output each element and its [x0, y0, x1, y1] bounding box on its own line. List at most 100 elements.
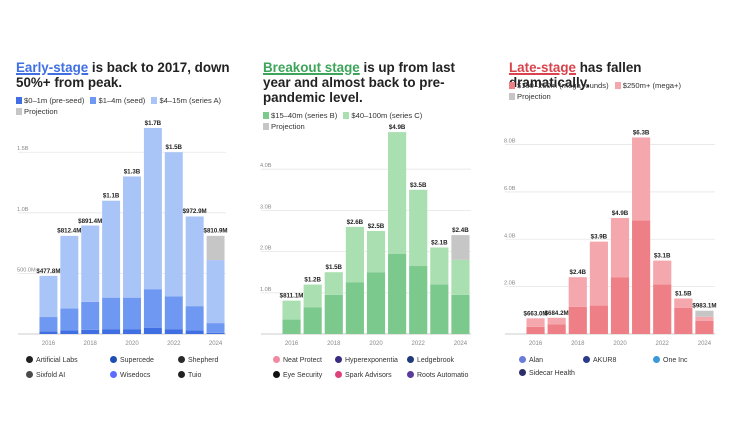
data-label: $1.5B [326, 264, 343, 271]
data-label: $1.7B [145, 120, 162, 127]
data-label: $684.2M [545, 310, 569, 317]
data-label: $1.3B [124, 168, 141, 175]
data-label: $891.4M [78, 218, 102, 225]
bar-segment [39, 275, 58, 318]
bar-segment [39, 331, 58, 334]
sixfold-icon [26, 371, 33, 378]
bar-segment [695, 310, 714, 317]
sidecar-icon [519, 369, 526, 376]
y-tick-label: 6.0B [504, 186, 516, 192]
x-tick-label: 2020 [125, 341, 139, 347]
x-tick-label: 2022 [167, 341, 181, 347]
bar-segment [143, 289, 162, 328]
data-label: $3.5B [410, 182, 427, 189]
data-label: $1.5B [675, 290, 692, 297]
x-tick-label: 2024 [454, 341, 468, 347]
bar-segment [430, 247, 449, 285]
company-neat-protect: Neat Protect [273, 356, 322, 364]
early-stage-panel: Early-stage is back to 2017, down 50%+ f… [16, 0, 238, 444]
bar-segment [102, 329, 121, 334]
bar-segment [123, 176, 141, 298]
bar-segment [451, 235, 470, 260]
y-tick-label: 8.0B [504, 139, 516, 145]
legend-swatch [16, 107, 22, 115]
title-highlight: Late-stage [509, 60, 576, 75]
x-tick-label: 2024 [209, 341, 223, 347]
bar-segment [102, 200, 121, 298]
early-stage-chart: 500.0M 1.0B 1.5B $477.8M $812.4M $891.4M $1.1B… [17, 120, 228, 347]
bar-segment [282, 319, 301, 334]
legend-swatch [343, 112, 350, 119]
shepherd-icon [178, 356, 185, 363]
data-label: $812.4M [57, 228, 81, 235]
bar-segment [102, 297, 121, 330]
x-tick-label: 2024 [698, 341, 712, 347]
bar-segment [164, 329, 183, 334]
x-tick-label: 2022 [656, 341, 670, 347]
bar-segment [123, 297, 141, 330]
legend-item: $4–15m (series A) [151, 96, 221, 107]
x-tick-label: 2022 [412, 341, 426, 347]
bar-segment [303, 284, 322, 308]
legend-swatch [151, 97, 158, 104]
company-eye-security: Eye Security [273, 371, 322, 379]
data-label: $1.2B [304, 277, 321, 284]
legend-item: $100–250m (mega rounds) [509, 81, 609, 92]
bar-segment [568, 306, 587, 334]
bar-segment [695, 316, 714, 321]
bar-segment [568, 277, 587, 307]
tuio-icon [178, 371, 185, 378]
bar-segment [81, 225, 100, 302]
bar-segment [610, 277, 630, 334]
bar-segment [430, 284, 449, 334]
breakout-stage-legend: $15–40m (series B) $40–100m (series C) P… [263, 111, 473, 132]
legend-item: Projection [16, 107, 58, 118]
company-wisedocs: Wisedocs [110, 371, 150, 379]
bar-segment [324, 294, 343, 334]
eye-icon [273, 371, 280, 378]
neat-icon [273, 356, 280, 363]
bar-segment [366, 272, 386, 334]
bar-segment [388, 253, 407, 334]
company-alan: Alan [519, 356, 543, 364]
company-hyperexponentia: Hyperexponentia [335, 356, 398, 364]
legend-item: Projection [509, 92, 551, 103]
bar-segment [526, 318, 545, 327]
late-stage-chart: 2.0B 4.0B 6.0B 8.0B $663.0M$684.2M $2.4B $3.9B… [504, 129, 716, 347]
company-akur8: AKUR8 [583, 356, 616, 364]
early-stage-title: Early-stage is back to 2017, down 50%+ f… [16, 60, 236, 90]
early-stage-legend: $0–1m (pre-seed) $1–4m (seed) $4–15m (se… [16, 96, 226, 117]
bar-segment [185, 306, 204, 331]
legend-item: $1–4m (seed) [90, 96, 145, 107]
bar-segment [143, 327, 162, 334]
data-label: $2.4B [452, 227, 469, 234]
x-tick-label: 2016 [285, 341, 299, 347]
bar-segment [60, 330, 79, 334]
x-tick-label: 2020 [613, 341, 627, 347]
x-tick-label: 2020 [369, 341, 383, 347]
y-tick-label: 500.0M [17, 267, 36, 273]
bar-segment [60, 235, 79, 309]
y-tick-label: 3.0B [260, 204, 272, 210]
bar-segment [409, 266, 428, 334]
data-label: $810.9M [204, 228, 228, 235]
bar-segment [303, 307, 322, 334]
data-label: $811.1M [280, 293, 304, 300]
bar-segment [589, 241, 608, 306]
bar-segment [451, 259, 470, 295]
late-stage-companies: Alan AKUR8 One Inc Sidecar Health [519, 356, 719, 386]
ledgebrook-icon [407, 356, 414, 363]
data-label: $2.5B [368, 223, 385, 230]
company-sidecar-health: Sidecar Health [519, 369, 575, 377]
legend-swatch [263, 122, 269, 130]
y-tick-label: 4.0B [260, 163, 272, 169]
bar-segment [206, 260, 225, 324]
bar-segment [39, 317, 58, 332]
data-label: $1.5B [166, 144, 183, 151]
legend-item: Projection [263, 122, 305, 133]
bar-segment [123, 329, 141, 334]
late-stage-title: Late-stage has fallen dramatically. [509, 60, 723, 90]
legend-item: $250m+ (mega+) [614, 81, 681, 92]
title-highlight: Early-stage [16, 60, 89, 75]
bar-segment [345, 282, 364, 334]
